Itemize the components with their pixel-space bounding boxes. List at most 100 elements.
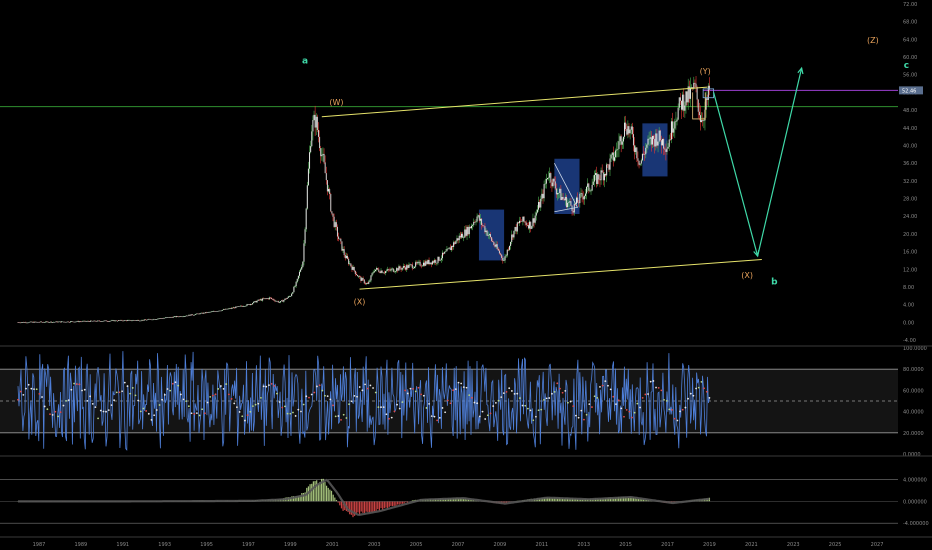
price-candle: [342, 249, 344, 251]
price-candle: [437, 256, 439, 263]
oscillator-signal-dot: [470, 396, 473, 399]
price-candle: [465, 229, 467, 236]
price-candle: [124, 320, 126, 321]
price-candle: [540, 198, 542, 208]
hist-bar: [294, 496, 296, 502]
price-candle: [677, 107, 679, 120]
price-candle: [76, 321, 78, 322]
price-candle: [676, 119, 678, 122]
oscillator-signal-dot: [601, 384, 604, 387]
price-candle: [685, 91, 687, 106]
hist-bar: [644, 499, 646, 502]
hist-bar: [624, 497, 626, 502]
price-candle: [441, 252, 443, 259]
price-candle: [57, 321, 59, 323]
oscillator-signal-dot: [203, 412, 206, 415]
oscillator-signal-dot: [281, 406, 284, 409]
hist-bar: [474, 500, 476, 502]
price-candle: [428, 259, 430, 265]
oscillator-signal-dot: [169, 389, 172, 392]
price-candle: [282, 300, 284, 302]
oscillator-signal-dot: [238, 411, 241, 413]
price-y-tick-label: 56.00: [903, 73, 917, 79]
hist-bar: [550, 497, 552, 502]
price-candle: [149, 319, 151, 320]
price-candle: [502, 257, 504, 261]
price-candle: [113, 320, 115, 322]
price-candle: [214, 311, 216, 312]
price-candle: [19, 322, 21, 324]
price-candle: [359, 276, 361, 278]
oscillator-signal-dot: [481, 410, 484, 413]
oscillator-signal-dot: [171, 382, 174, 385]
price-candle: [154, 319, 156, 320]
price-candle: [526, 225, 528, 226]
price-candle: [40, 321, 42, 323]
price-candle: [350, 263, 352, 267]
oscillator-signal-dot: [524, 404, 527, 407]
hist-bar: [405, 501, 407, 503]
hist-bar: [383, 501, 385, 509]
hist-bar: [618, 496, 620, 502]
hist-bar: [367, 501, 369, 513]
price-candle: [233, 307, 235, 309]
oscillator-signal-dot: [230, 398, 233, 400]
oscillator-signal-dot: [529, 409, 532, 412]
price-candle: [616, 149, 618, 151]
price-candle: [533, 218, 535, 223]
price-candle: [449, 247, 451, 251]
price-candle: [388, 269, 390, 270]
price-candle: [618, 141, 620, 149]
price-candle: [368, 281, 370, 284]
hist-bar: [560, 498, 562, 502]
oscillator-signal-dot: [681, 408, 684, 411]
price-candle: [145, 319, 147, 321]
oscillator-signal-dot: [51, 414, 54, 416]
oscillator-signal-dot: [540, 408, 543, 411]
price-candle: [102, 321, 104, 322]
hist-bar: [334, 497, 336, 502]
price-candle: [197, 313, 199, 315]
oscillator-signal-dot: [521, 404, 524, 407]
oscillator-signal-dot: [532, 419, 535, 422]
oscillator-signal-dot: [257, 402, 260, 405]
price-candle: [435, 260, 437, 263]
oscillator-signal-dot: [457, 381, 460, 384]
price-candle: [226, 308, 228, 310]
price-candle: [405, 267, 407, 270]
price-candle: [599, 179, 601, 181]
oscillator-signal-dot: [372, 387, 374, 389]
oscillator-signal-dot: [660, 389, 663, 392]
hist-bar: [355, 501, 357, 514]
price-candle: [105, 320, 107, 322]
oscillator-signal-dot: [406, 392, 409, 395]
hist-bar: [438, 498, 440, 502]
price-candle: [653, 135, 655, 139]
price-candle: [588, 183, 590, 191]
hist-bar: [370, 501, 372, 513]
price-candle: [639, 163, 641, 165]
price-candle: [486, 230, 488, 236]
hist-bar: [390, 501, 392, 506]
price-candle: [464, 229, 466, 238]
price-candle: [570, 201, 572, 206]
oscillator-signal-dot: [134, 394, 137, 397]
price-candle: [389, 269, 391, 271]
oscillator-signal-dot: [639, 406, 641, 409]
price-candle: [54, 321, 56, 323]
oscillator-signal-dot: [361, 389, 364, 392]
oscillator-signal-dot: [444, 411, 447, 414]
price-candle: [336, 226, 338, 237]
price-candle: [132, 320, 134, 321]
oscillator-signal-dot: [620, 407, 623, 410]
price-candle: [267, 298, 269, 300]
price-candle: [240, 305, 242, 307]
wave-label: (W): [329, 98, 343, 107]
hist-bar: [330, 490, 333, 502]
oscillator-signal-dot: [46, 408, 49, 411]
oscillator-signal-dot: [494, 401, 497, 404]
price-candle: [530, 221, 532, 229]
hist-bar: [454, 498, 456, 502]
price-candle: [278, 302, 280, 303]
oscillator-signal-dot: [43, 405, 46, 408]
